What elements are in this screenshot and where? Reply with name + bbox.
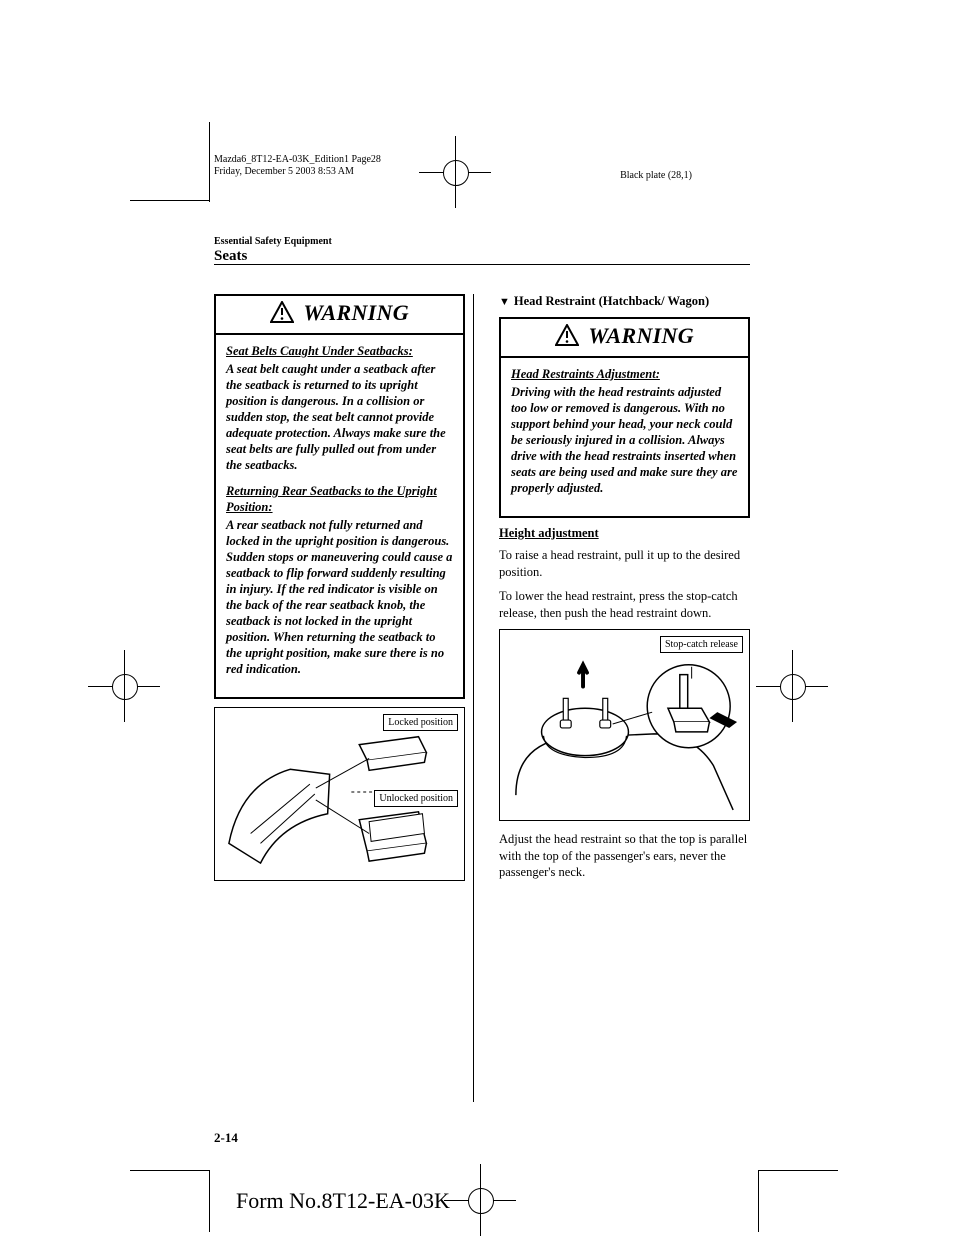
warning2-body: Driving with the head restraints adjuste… xyxy=(511,385,737,495)
left-column: WARNING Seat Belts Caught Under Seatback… xyxy=(214,294,465,889)
doc-date-line: Friday, December 5 2003 8:53 AM xyxy=(214,166,381,178)
figure-label-stop-catch: Stop-catch release xyxy=(660,636,743,653)
figure-seatback-lock: Locked position Unlocked position xyxy=(214,707,465,881)
page-number: 2-14 xyxy=(214,1130,238,1146)
after-figure-text: Adjust the head restraint so that the to… xyxy=(499,831,750,881)
warning1-head1: Seat Belts Caught Under Seatbacks: xyxy=(226,343,453,359)
crop-line xyxy=(758,1170,759,1232)
warning-body: Head Restraints Adjustment: Driving with… xyxy=(501,358,748,516)
head-restraint-illustration xyxy=(506,636,743,814)
form-number: Form No.8T12-EA-03K xyxy=(236,1188,450,1214)
warning-box-1: WARNING Seat Belts Caught Under Seatback… xyxy=(214,294,465,699)
height-p1: To raise a head restraint, pull it up to… xyxy=(499,547,750,580)
warning1-body2: A rear seatback not fully returned and l… xyxy=(226,518,452,676)
subsection-title: Head Restraint (Hatchback/ Wagon) xyxy=(514,294,709,308)
warning-box-2: WARNING Head Restraints Adjustment: Driv… xyxy=(499,317,750,518)
warning2-head: Head Restraints Adjustment: xyxy=(511,366,738,382)
registration-mark-left xyxy=(104,666,144,706)
page: Mazda6_8T12-EA-03K_Edition1 Page28 Frida… xyxy=(0,0,954,1235)
registration-mark-bottom xyxy=(460,1180,500,1220)
registration-mark-top xyxy=(435,152,475,192)
crop-line xyxy=(758,1170,838,1171)
header-meta: Mazda6_8T12-EA-03K_Edition1 Page28 Frida… xyxy=(214,154,381,178)
content-columns: WARNING Seat Belts Caught Under Seatback… xyxy=(214,294,750,889)
warning-triangle-icon xyxy=(555,324,579,350)
section-rule xyxy=(214,264,750,265)
plate-label: Black plate (28,1) xyxy=(620,170,692,181)
crop-line xyxy=(130,200,210,201)
right-column: ▼Head Restraint (Hatchback/ Wagon) WARNI… xyxy=(499,294,750,889)
figure-label-locked: Locked position xyxy=(383,714,458,731)
height-adjustment-head: Height adjustment xyxy=(499,526,750,541)
warning-triangle-icon xyxy=(270,301,294,327)
figure-label-unlocked: Unlocked position xyxy=(374,790,458,807)
warning1-body1: A seat belt caught under a seatback afte… xyxy=(226,362,446,472)
warning1-head2: Returning Rear Seatbacks to the Upright … xyxy=(226,483,453,515)
crop-line xyxy=(130,1170,210,1171)
figure-head-restraint: Stop-catch release xyxy=(499,629,750,821)
crop-line xyxy=(209,122,210,202)
subsection-head: ▼Head Restraint (Hatchback/ Wagon) xyxy=(499,294,750,309)
doc-id-line: Mazda6_8T12-EA-03K_Edition1 Page28 xyxy=(214,154,381,166)
down-triangle-icon: ▼ xyxy=(499,296,514,308)
warning-label: WARNING xyxy=(582,323,694,348)
registration-mark-right xyxy=(772,666,812,706)
crop-line xyxy=(209,1170,210,1232)
height-p2: To lower the head restraint, press the s… xyxy=(499,588,750,621)
section-title: Seats xyxy=(214,248,247,265)
warning-label: WARNING xyxy=(297,300,409,325)
warning-body: Seat Belts Caught Under Seatbacks: A sea… xyxy=(216,335,463,697)
section-label: Essential Safety Equipment xyxy=(214,236,332,247)
warning-head: WARNING xyxy=(216,296,463,335)
warning-head: WARNING xyxy=(501,319,748,358)
